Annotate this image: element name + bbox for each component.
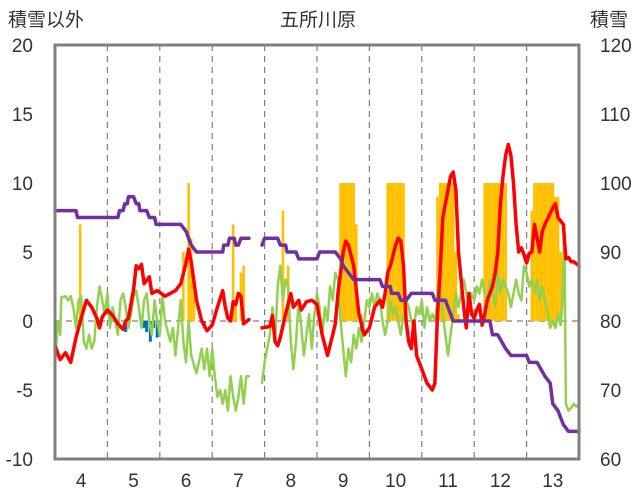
x-tick: 4 (76, 471, 87, 492)
y-tick-right: 120 (600, 36, 632, 57)
snowfall-bar (242, 265, 245, 321)
snowfall-bar (389, 183, 392, 321)
snowfall-bar (548, 183, 552, 321)
wind-line (53, 285, 251, 412)
grid (55, 45, 579, 459)
y-tick-left: -5 (16, 381, 33, 402)
precip-bar (145, 321, 149, 333)
y-tick-right: 70 (600, 381, 621, 402)
y-tick-left: -10 (6, 450, 33, 471)
x-tick: 7 (233, 471, 244, 492)
snowfall-bar (499, 183, 502, 321)
series-lines (53, 142, 581, 434)
snowfall-bar (344, 183, 348, 321)
snowfall-bar (281, 210, 285, 321)
snowfall-bar (535, 183, 539, 321)
snowfall-bar (78, 224, 82, 321)
snowfall-bar (339, 183, 342, 321)
x-tick: 6 (181, 471, 192, 492)
y-tick-left: 10 (12, 174, 33, 195)
snowfall-bar (491, 183, 494, 321)
snowfall-bar (436, 196, 439, 321)
left-axis-label: 積雪以外 (8, 9, 84, 31)
snowfall-bar (192, 286, 196, 321)
precip-bar (155, 321, 159, 338)
y-tick-right: 100 (600, 174, 632, 195)
snowfall-bar (483, 183, 486, 321)
right-axis-ticks: 120 110 100 90 80 70 60 (600, 36, 632, 471)
snow_depth-line (53, 195, 251, 254)
x-tick: 8 (286, 471, 297, 492)
snow_depth-line (260, 236, 581, 434)
snowfall-bar (234, 300, 238, 321)
wind-line (260, 223, 581, 412)
snowfall-bar (352, 183, 355, 321)
right-axis-label: 積雪 (590, 9, 628, 31)
x-tick: 10 (385, 471, 406, 492)
x-tick: 11 (438, 471, 458, 492)
snowfall-bar (504, 183, 507, 321)
snowfall-bar (559, 252, 562, 321)
temperature-line (53, 247, 251, 365)
snowfall-bar (386, 183, 390, 321)
y-tick-left: 15 (12, 105, 33, 126)
snowfall-bar (546, 183, 549, 321)
snowfall-bar (533, 183, 536, 321)
snowfall-bar (543, 183, 547, 321)
x-axis-ticks: 4 5 6 7 8 9 10 11 12 13 (76, 471, 563, 492)
snowfall-bar (551, 183, 555, 321)
snowfall-bar (556, 196, 560, 321)
y-tick-left: 5 (22, 243, 33, 264)
snowfall-bar (189, 238, 193, 321)
snowfall-bar (231, 224, 235, 321)
snowfall-bar (182, 252, 185, 321)
snowfall-bar (354, 224, 358, 321)
y-tick-right: 110 (600, 105, 630, 126)
temperature-line (260, 142, 581, 392)
y-tick-left: 20 (12, 36, 33, 57)
snowfall-bar (493, 183, 497, 321)
snowfall-bar (530, 210, 534, 321)
x-tick: 5 (128, 471, 139, 492)
snowfall-bar (449, 183, 452, 321)
y-tick-right: 80 (600, 312, 621, 333)
y-tick-right: 60 (600, 450, 621, 471)
precip-bar (142, 321, 146, 328)
y-tick-right: 90 (600, 243, 621, 264)
snowfall-bar (457, 314, 460, 321)
left-axis-ticks: 20 15 10 5 0 -5 -10 (6, 36, 33, 471)
snowfall-bar (501, 183, 505, 321)
snowfall-bar (488, 183, 492, 321)
x-tick: 9 (338, 471, 349, 492)
x-tick: 12 (490, 471, 511, 492)
snowfall-bar (485, 183, 489, 321)
snowfall-bar (541, 183, 544, 321)
chart-title: 五所川原 (280, 9, 356, 31)
snowfall-bar (444, 183, 447, 321)
y-tick-left: 0 (22, 312, 33, 333)
snowfall-bar (451, 183, 455, 321)
plot-frame (53, 43, 581, 461)
snowfall-bar (396, 183, 400, 321)
snowfall-bar (446, 183, 450, 321)
x-tick: 13 (542, 471, 563, 492)
snowfall-bar (454, 252, 458, 321)
snowfall-bar (554, 196, 557, 321)
